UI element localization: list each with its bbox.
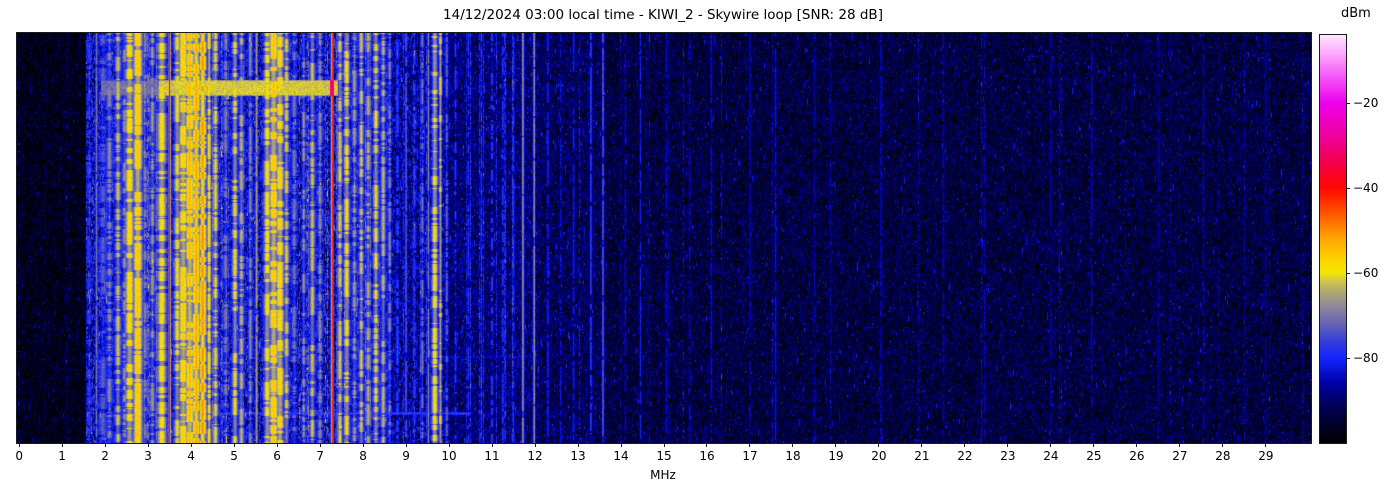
x-tick-label: 28	[1215, 449, 1231, 463]
x-tick-mark	[362, 443, 364, 447]
x-tick-mark	[147, 443, 149, 447]
x-tick-label: 14	[613, 449, 629, 463]
x-tick-mark	[276, 443, 278, 447]
x-tick-label: 13	[570, 449, 586, 463]
colorbar-tick-mark	[1346, 358, 1350, 359]
x-axis-label: MHz	[650, 468, 676, 482]
x-tick-label: 4	[187, 449, 195, 463]
chart-title: 14/12/2024 03:00 local time - KIWI_2 - S…	[443, 7, 883, 23]
colorbar-unit-label: dBm	[1341, 6, 1371, 21]
x-tick-mark	[964, 443, 966, 447]
x-tick-label: 19	[828, 449, 844, 463]
x-tick-mark	[878, 443, 880, 447]
spectrogram-canvas	[17, 33, 1311, 443]
colorbar-tick-mark	[1346, 188, 1350, 189]
x-tick-label: 22	[957, 449, 973, 463]
x-tick-mark	[1007, 443, 1009, 447]
x-tick-label: 16	[699, 449, 715, 463]
x-tick-label: 6	[273, 449, 281, 463]
x-tick-label: 26	[1129, 449, 1145, 463]
colorbar-tick-label: −20	[1353, 96, 1379, 110]
x-tick-label: 9	[402, 449, 410, 463]
colorbar-tick-mark	[1346, 103, 1350, 104]
x-tick-mark	[620, 443, 622, 447]
colorbar-tick-label: −60	[1353, 266, 1379, 280]
x-tick-label: 5	[230, 449, 238, 463]
x-tick-mark	[706, 443, 708, 447]
colorbar-gradient	[1320, 35, 1346, 443]
x-tick-mark	[835, 443, 837, 447]
x-tick-label: 15	[656, 449, 672, 463]
x-tick-label: 17	[742, 449, 758, 463]
x-tick-label: 1	[58, 449, 66, 463]
x-tick-mark	[319, 443, 321, 447]
x-tick-mark	[491, 443, 493, 447]
x-tick-label: 25	[1086, 449, 1102, 463]
x-tick-mark	[1179, 443, 1181, 447]
x-tick-mark	[448, 443, 450, 447]
x-tick-label: 20	[871, 449, 887, 463]
x-tick-mark	[1093, 443, 1095, 447]
colorbar-tick-label: −80	[1353, 351, 1379, 365]
x-tick-mark	[534, 443, 536, 447]
x-tick-label: 10	[441, 449, 457, 463]
x-tick-label: 24	[1043, 449, 1059, 463]
x-tick-label: 0	[15, 449, 23, 463]
x-tick-mark	[233, 443, 235, 447]
x-tick-label: 3	[144, 449, 152, 463]
x-tick-label: 18	[785, 449, 801, 463]
x-tick-label: 7	[316, 449, 324, 463]
x-tick-label: 29	[1258, 449, 1274, 463]
x-tick-label: 12	[527, 449, 543, 463]
x-tick-mark	[921, 443, 923, 447]
x-tick-mark	[792, 443, 794, 447]
x-tick-mark	[749, 443, 751, 447]
x-tick-label: 23	[1000, 449, 1016, 463]
x-tick-mark	[1265, 443, 1267, 447]
x-tick-mark	[577, 443, 579, 447]
x-tick-label: 8	[359, 449, 367, 463]
x-tick-mark	[61, 443, 63, 447]
x-tick-mark	[18, 443, 20, 447]
x-tick-mark	[1136, 443, 1138, 447]
x-tick-mark	[663, 443, 665, 447]
x-tick-label: 27	[1172, 449, 1188, 463]
x-tick-mark	[405, 443, 407, 447]
colorbar-tick-mark	[1346, 273, 1350, 274]
colorbar	[1319, 34, 1347, 444]
x-tick-mark	[190, 443, 192, 447]
x-tick-label: 2	[101, 449, 109, 463]
colorbar-tick-label: −40	[1353, 181, 1379, 195]
x-tick-mark	[1222, 443, 1224, 447]
x-tick-mark	[1050, 443, 1052, 447]
x-tick-label: 21	[914, 449, 930, 463]
x-tick-label: 11	[484, 449, 500, 463]
plot-area	[16, 32, 1312, 444]
x-tick-mark	[104, 443, 106, 447]
